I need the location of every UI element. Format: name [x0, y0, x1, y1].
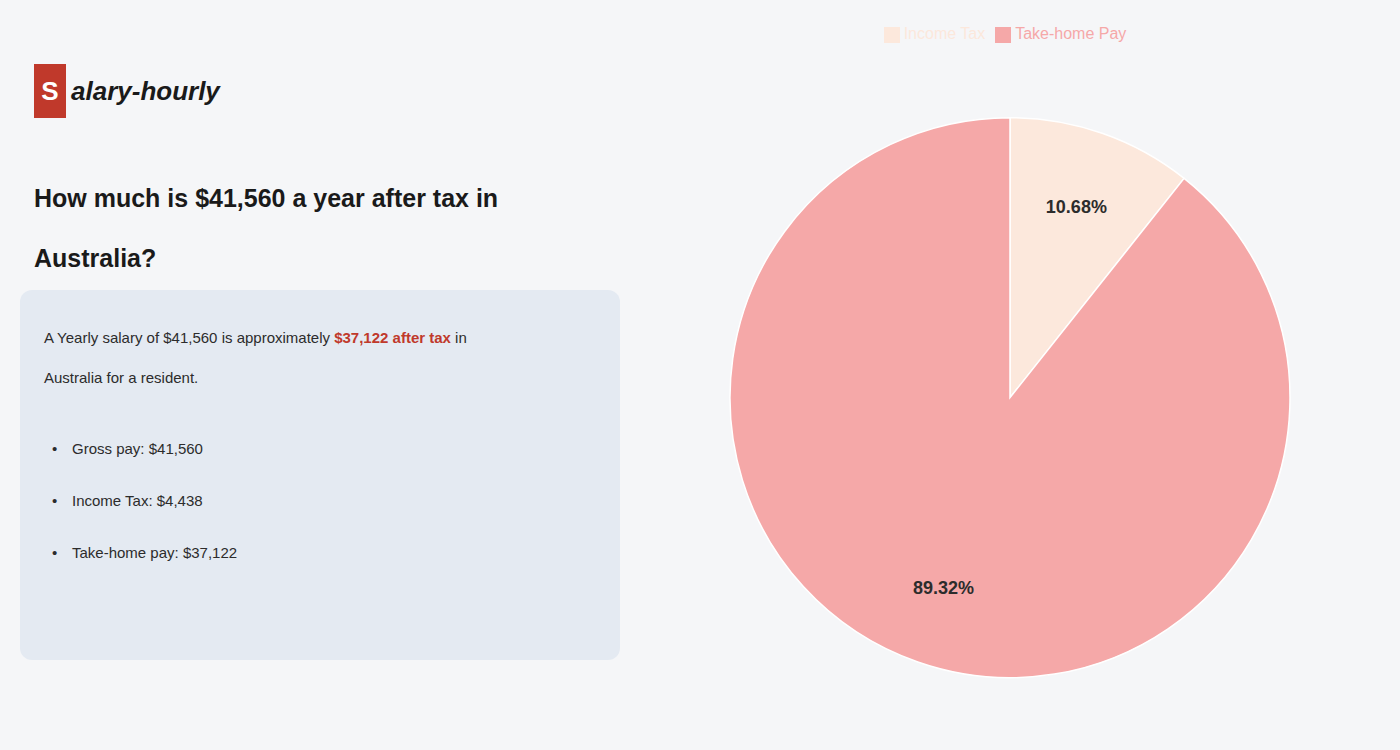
svg-text:10.68%: 10.68% [1046, 197, 1107, 217]
html-text:How much is $41,560 a year aft: How much is $41,560 a year after tax in [34, 184, 499, 212]
html-text:Take-home pay: $37,122: Take-home pay: $37,122 [72, 544, 238, 561]
html-text:Australia for a resident.: Australia for a resident. [44, 369, 199, 386]
html-text:S: S [41, 75, 59, 106]
html-text:Australia?: Australia? [34, 244, 157, 272]
svg-text:89.32%: 89.32% [913, 578, 974, 598]
html-text:Income Tax: Income Tax [903, 25, 986, 42]
html-text:Income Tax: $4,438: Income Tax: $4,438 [72, 492, 203, 509]
html-text:alary-hourly: alary-hourly [71, 75, 220, 106]
html-text:A Yearly salary of $41,560 is: A Yearly salary of $41,560 is approximat… [44, 329, 467, 346]
html-text:Gross pay: $41,560: Gross pay: $41,560 [72, 440, 203, 457]
html-text:Take-home Pay: Take-home Pay [1015, 25, 1127, 42]
